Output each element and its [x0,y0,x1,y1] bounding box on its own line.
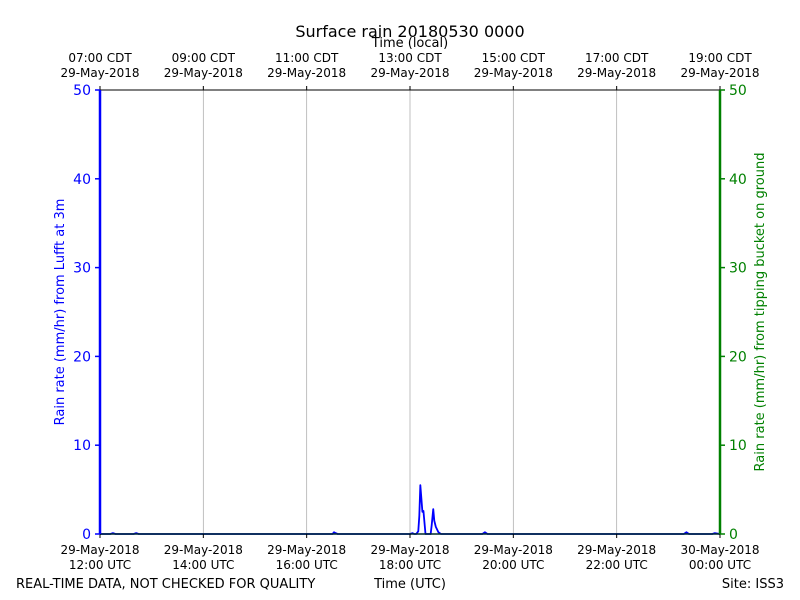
x-tick-label-time: 00:00 UTC [689,558,751,572]
left-y-tick-label: 0 [82,527,91,543]
grid-lines [202,90,618,534]
top-tick-label-time: 09:00 CDT [172,51,236,65]
top-tick-label-date: 29-May-2018 [370,66,449,80]
x-tick-label-date: 29-May-2018 [267,543,346,557]
x-tick-label-date: 29-May-2018 [577,543,656,557]
x-tick-label-time: 14:00 UTC [172,558,234,572]
x-tick-label-date: 29-May-2018 [60,543,139,557]
top-tick-label-date: 29-May-2018 [680,66,759,80]
x-tick-label-date: 30-May-2018 [680,543,759,557]
right-y-tick-label: 50 [729,83,747,99]
right-y-tick-label: 20 [729,349,747,365]
left-y-tick-label: 10 [73,438,91,454]
x-tick-label-time: 12:00 UTC [69,558,131,572]
x-tick-label-date: 29-May-2018 [164,543,243,557]
x-tick-label-time: 18:00 UTC [379,558,441,572]
left-y-tick-label: 20 [73,349,91,365]
top-tick-label-time: 17:00 CDT [585,51,649,65]
x-tick-label-date: 29-May-2018 [474,543,553,557]
top-tick-label-date: 29-May-2018 [164,66,243,80]
top-tick-label-time: 15:00 CDT [482,51,546,65]
left-y-tick-label: 40 [73,172,91,188]
right-y-axis-label: Rain rate (mm/hr) from tipping bucket on… [753,153,768,472]
x-tick-label-time: 16:00 UTC [276,558,338,572]
top-tick-label-time: 13:00 CDT [378,51,442,65]
x-tick-label-date: 29-May-2018 [370,543,449,557]
top-tick-label-date: 29-May-2018 [267,66,346,80]
top-axis-label: Time (local) [371,36,448,51]
top-tick-label-date: 29-May-2018 [60,66,139,80]
x-tick-label-time: 20:00 UTC [482,558,544,572]
right-y-tick-label: 30 [729,261,747,277]
top-tick-label-time: 11:00 CDT [275,51,339,65]
left-y-axis-label: Rain rate (mm/hr) from Lufft at 3m [53,199,68,426]
top-tick-label-time: 19:00 CDT [688,51,752,65]
right-y-tick-label: 40 [729,172,747,188]
top-tick-label-time: 07:00 CDT [68,51,132,65]
footer-disclaimer: REAL-TIME DATA, NOT CHECKED FOR QUALITY [16,577,315,592]
x-axis-label: Time (UTC) [373,577,446,592]
left-y-tick-label: 30 [73,261,91,277]
top-tick-label-date: 29-May-2018 [577,66,656,80]
top-tick-label-date: 29-May-2018 [474,66,553,80]
x-tick-label-time: 22:00 UTC [586,558,648,572]
right-y-tick-label: 0 [729,527,738,543]
chart-title: Surface rain 20180530 0000 [295,22,524,41]
footer-site: Site: ISS3 [722,577,784,592]
right-y-tick-label: 10 [729,438,747,454]
left-y-tick-label: 50 [73,83,91,99]
